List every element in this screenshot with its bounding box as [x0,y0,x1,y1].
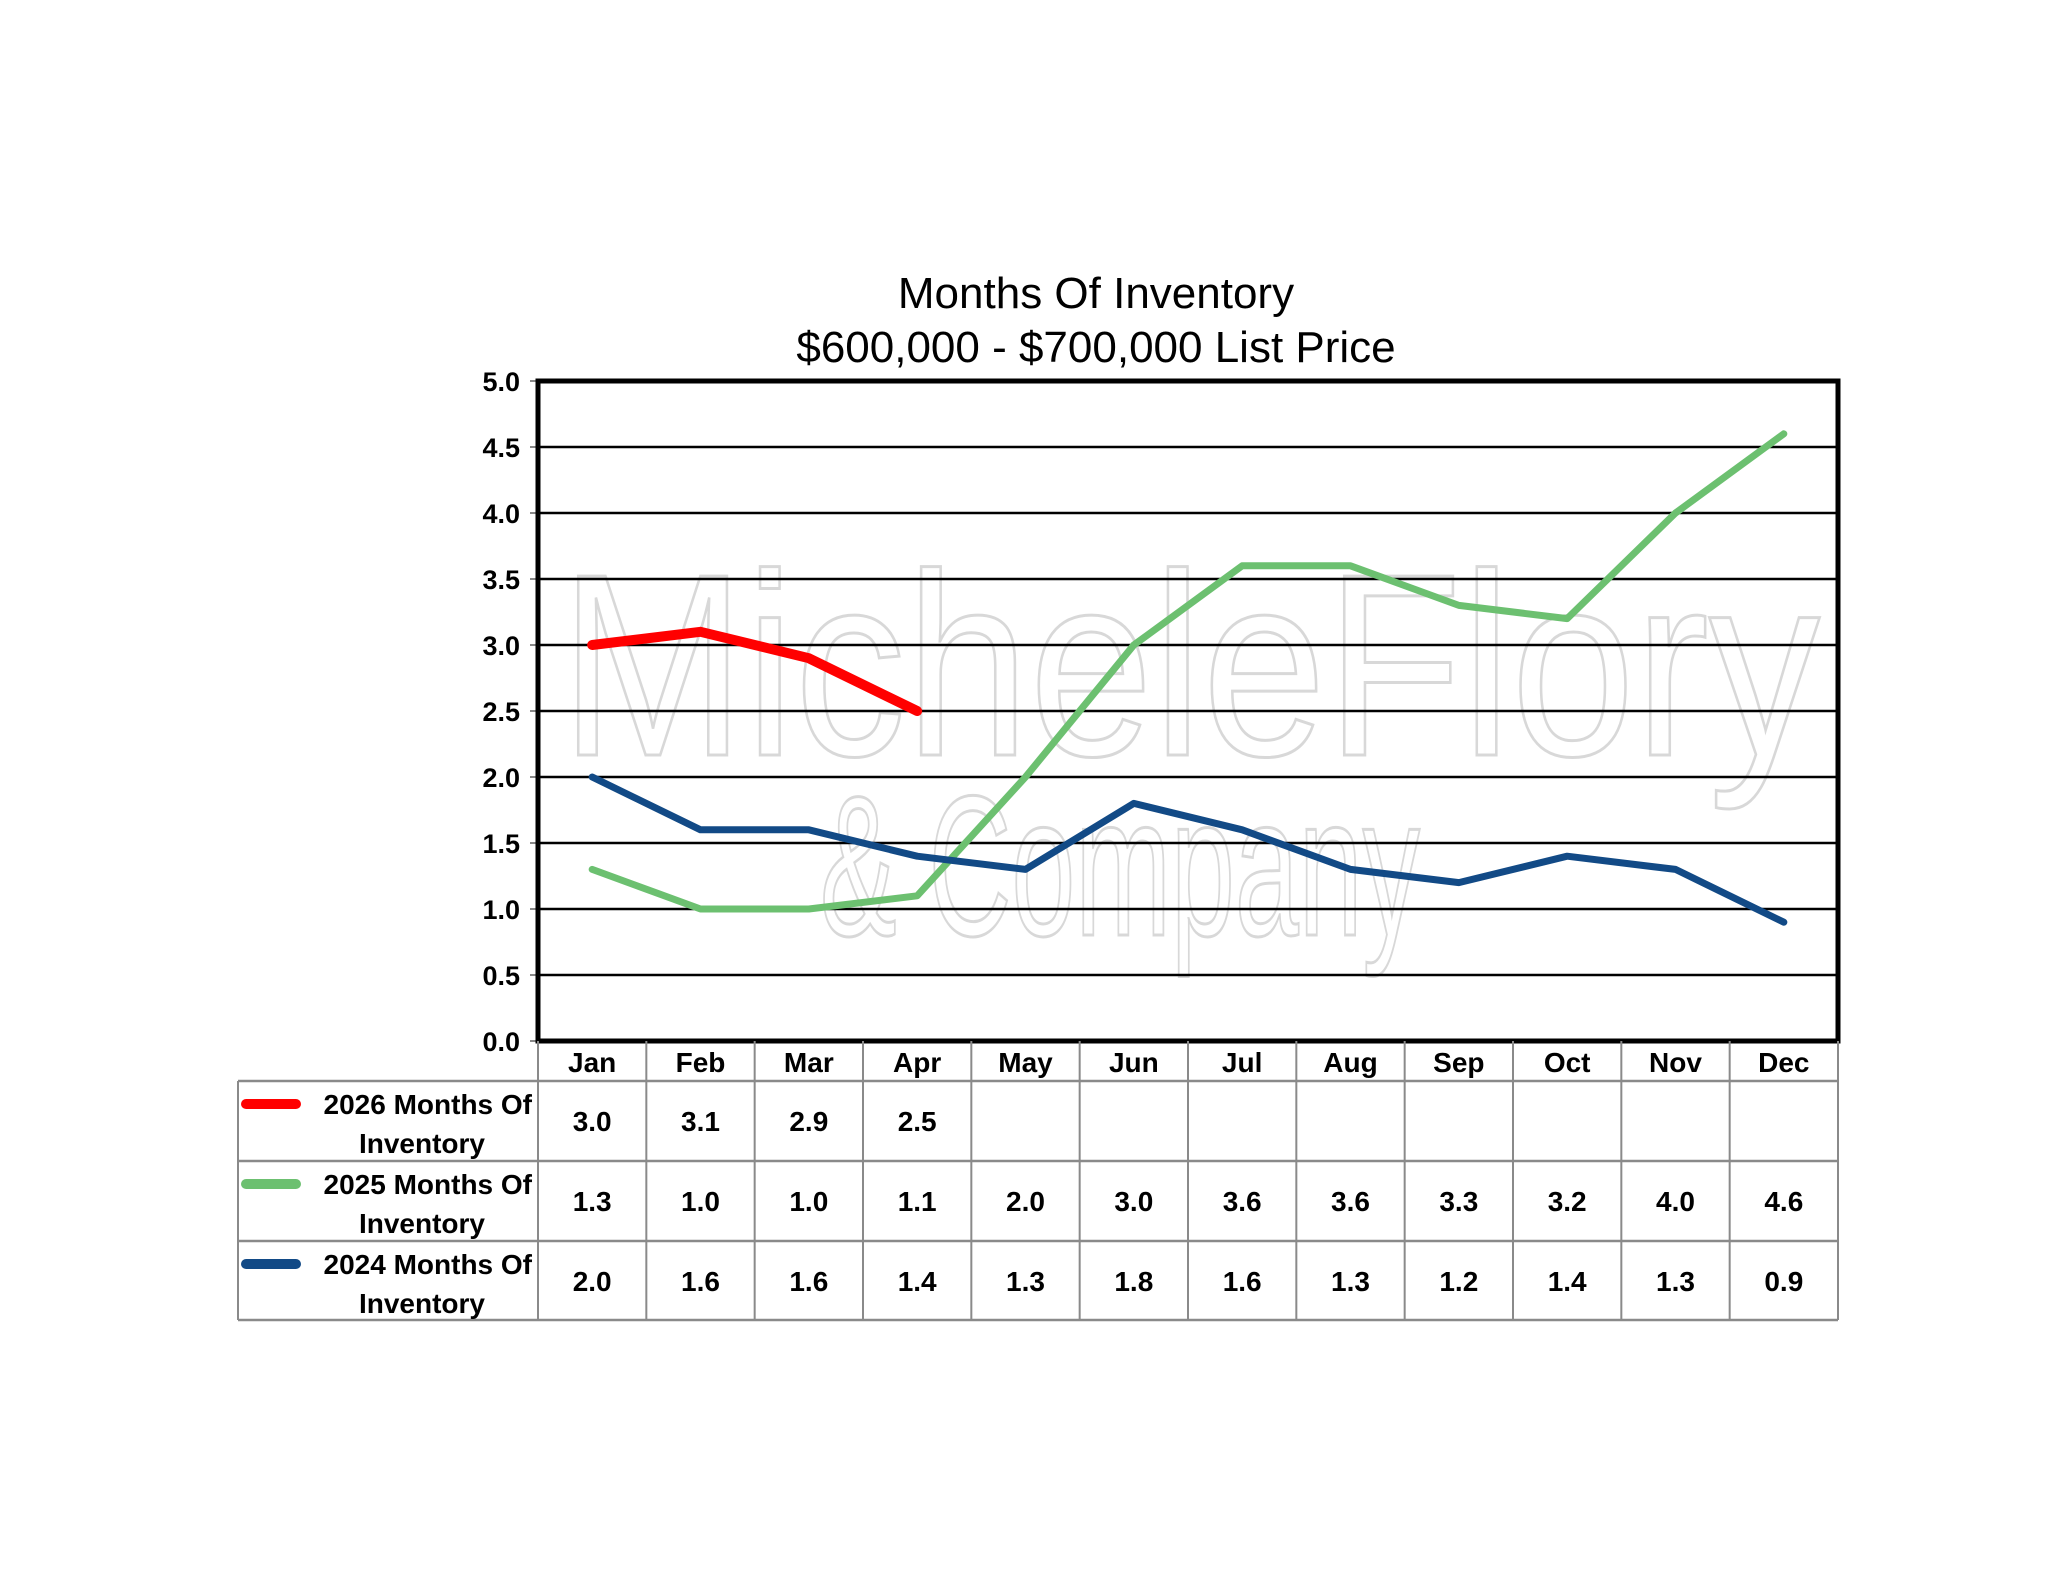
data-label: 2.0 [573,1266,612,1297]
data-label: 1.0 [681,1186,720,1217]
x-category-label: Oct [1544,1047,1591,1078]
x-category-label: May [998,1047,1053,1078]
data-label: 1.2 [1439,1266,1478,1297]
data-label: 2.0 [1006,1186,1045,1217]
data-label: 1.3 [1656,1266,1695,1297]
chart-subtitle: $600,000 - $700,000 List Price [796,323,1395,372]
y-tick-label: 4.0 [482,499,520,529]
y-tick-label: 5.0 [482,367,520,397]
y-tick-label: 3.5 [482,565,520,595]
data-label: 2.9 [789,1106,828,1137]
legend-label: 2024 Months Of [324,1249,533,1280]
x-category-label: Sep [1433,1047,1484,1078]
data-label: 1.3 [1006,1266,1045,1297]
data-label: 0.9 [1764,1266,1803,1297]
data-label: 1.6 [681,1266,720,1297]
data-label: 3.6 [1223,1186,1262,1217]
data-label: 1.3 [573,1186,612,1217]
legend-label: 2026 Months Of [324,1089,533,1120]
x-category-label: Jan [568,1047,616,1078]
x-category-label: Feb [676,1047,726,1078]
series-line-2026 [587,626,923,716]
legend-label: Inventory [359,1208,485,1239]
data-label: 4.0 [1656,1186,1695,1217]
data-label: 1.1 [898,1186,937,1217]
y-tick-label: 0.0 [482,1027,520,1057]
legend-label: Inventory [359,1128,485,1159]
data-label: 3.2 [1548,1186,1587,1217]
watermark-logo: MicheleFlory & Company [559,520,1822,980]
series-line-2024 [588,773,1788,926]
data-label: 1.0 [789,1186,828,1217]
data-label: 2.5 [898,1106,937,1137]
x-category-label: Mar [784,1047,834,1078]
x-category-label: Dec [1758,1047,1809,1078]
x-category-label: Nov [1649,1047,1702,1078]
data-label: 3.1 [681,1106,720,1137]
legend-label: 2025 Months Of [324,1169,533,1200]
data-label: 3.0 [573,1106,612,1137]
data-label: 1.8 [1114,1266,1153,1297]
x-category-label: Aug [1323,1047,1377,1078]
data-label: 3.0 [1114,1186,1153,1217]
x-category-label: Jun [1109,1047,1159,1078]
legend-label: Inventory [359,1288,485,1319]
data-label: 3.6 [1331,1186,1370,1217]
series-line-2025 [588,430,1788,913]
data-label: 1.4 [898,1266,937,1297]
y-tick-label: 0.5 [482,961,520,991]
data-label: 1.6 [789,1266,828,1297]
x-category-label: Apr [893,1047,941,1078]
y-tick-label: 2.0 [482,763,520,793]
y-tick-label: 4.5 [482,433,520,463]
y-tick-label: 3.0 [482,631,520,661]
data-label: 4.6 [1764,1186,1803,1217]
y-tick-label: 1.5 [482,829,520,859]
y-tick-label: 2.5 [482,697,520,727]
data-label: 1.3 [1331,1266,1370,1297]
watermark-line1: MicheleFlory [560,521,1820,812]
data-label: 1.6 [1223,1266,1262,1297]
data-label: 1.4 [1548,1266,1587,1297]
x-category-label: Jul [1222,1047,1262,1078]
y-tick-label: 1.0 [482,895,520,925]
chart-title: Months Of Inventory [898,269,1294,318]
data-label: 3.3 [1439,1186,1478,1217]
watermark-line2: & Company [820,755,1420,978]
